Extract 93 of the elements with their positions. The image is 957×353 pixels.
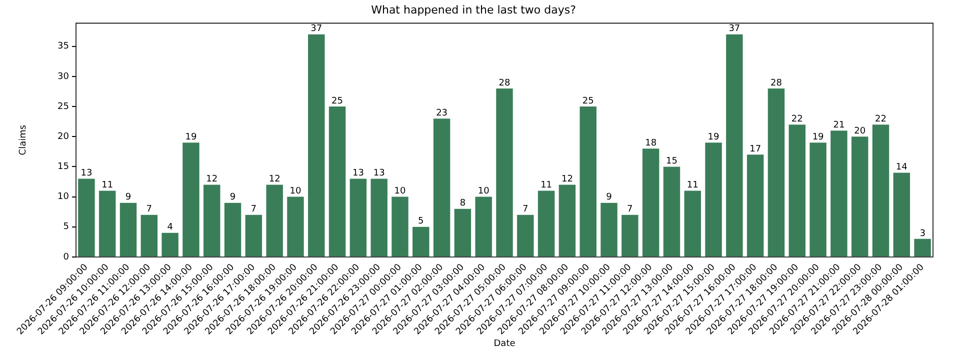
- data-label: 11: [102, 180, 114, 191]
- data-label: 5: [418, 216, 424, 227]
- bar: [851, 136, 868, 256]
- data-label: 8: [460, 198, 466, 209]
- data-label: 7: [146, 204, 152, 215]
- data-label: 37: [728, 24, 740, 34]
- bar: [810, 142, 826, 256]
- data-label: 12: [561, 174, 573, 185]
- y-tick-label: 30: [58, 72, 70, 82]
- data-label: 9: [125, 192, 132, 203]
- bar: [558, 184, 576, 256]
- data-label: 23: [436, 108, 448, 118]
- y-tick-label: 0: [63, 252, 70, 262]
- x-axis-title: Date: [494, 338, 516, 349]
- bar: [392, 196, 408, 256]
- data-label: 25: [332, 96, 344, 106]
- bar: [266, 184, 283, 256]
- bar: [370, 178, 388, 256]
- data-label: 20: [854, 126, 866, 136]
- data-label: 9: [606, 192, 612, 203]
- data-label: 14: [896, 162, 908, 173]
- data-label: 3: [920, 228, 926, 239]
- data-label: 13: [80, 168, 92, 179]
- bar: [78, 178, 95, 256]
- bar: [98, 190, 116, 256]
- bar: [705, 142, 722, 256]
- bar: [684, 190, 701, 256]
- y-tick-label: 20: [58, 132, 70, 142]
- bar: [454, 208, 472, 256]
- data-label: 19: [185, 132, 197, 142]
- bar: [517, 214, 534, 256]
- bar: [580, 106, 596, 256]
- data-label: 19: [708, 132, 720, 142]
- y-tick-label: 35: [58, 42, 69, 52]
- bar: [872, 124, 890, 256]
- data-label: 19: [812, 132, 824, 142]
- data-label: 28: [770, 78, 782, 88]
- data-label: 11: [540, 180, 552, 191]
- bar: [120, 202, 137, 256]
- data-label: 13: [352, 168, 364, 179]
- y-tick-label: 15: [58, 162, 69, 172]
- bar: [245, 214, 262, 256]
- data-label: 17: [750, 144, 762, 155]
- bar: [830, 130, 848, 256]
- data-label: 4: [167, 222, 174, 233]
- bar: [768, 88, 785, 256]
- bar: [204, 184, 220, 256]
- data-label: 21: [833, 120, 845, 130]
- data-label: 22: [791, 114, 803, 124]
- data-label: 12: [268, 174, 280, 185]
- bar: [496, 88, 513, 256]
- bar: [140, 214, 158, 256]
- bar: [350, 178, 367, 256]
- data-label: 7: [627, 204, 633, 215]
- data-label: 10: [394, 186, 406, 197]
- bar: [328, 106, 346, 256]
- bar: [475, 196, 492, 256]
- y-tick-label: 5: [63, 222, 69, 232]
- bar: [162, 232, 178, 256]
- y-axis-title: Claims: [18, 124, 29, 156]
- y-tick-label: 10: [58, 192, 70, 202]
- data-label: 12: [206, 174, 218, 185]
- data-label: 7: [250, 204, 257, 215]
- bar: [914, 238, 931, 256]
- bar: [308, 34, 325, 256]
- bar: [642, 148, 660, 256]
- bar: [433, 118, 450, 256]
- bar: [412, 226, 430, 256]
- data-label: 9: [230, 192, 236, 203]
- bar: [726, 34, 743, 256]
- data-label: 10: [290, 186, 302, 197]
- data-label: 22: [875, 114, 886, 124]
- data-label: 25: [582, 96, 594, 106]
- data-label: 28: [498, 78, 510, 88]
- data-label: 10: [478, 186, 490, 197]
- bar: [663, 166, 680, 256]
- bar: [287, 196, 304, 256]
- y-tick-label: 25: [58, 102, 69, 112]
- data-label: 7: [522, 204, 528, 215]
- data-label: 37: [310, 24, 322, 34]
- bar: [893, 172, 910, 256]
- bar: [182, 142, 200, 256]
- data-label: 11: [686, 180, 698, 191]
- bar: [746, 154, 764, 256]
- data-label: 13: [373, 168, 385, 179]
- bar: [788, 124, 806, 256]
- bar: [600, 202, 618, 256]
- bar: [224, 202, 242, 256]
- bar: [538, 190, 555, 256]
- data-label: 15: [666, 156, 678, 167]
- data-label: 18: [645, 138, 657, 149]
- chart-title: What happened in the last two days?: [371, 3, 576, 16]
- bar: [622, 214, 638, 256]
